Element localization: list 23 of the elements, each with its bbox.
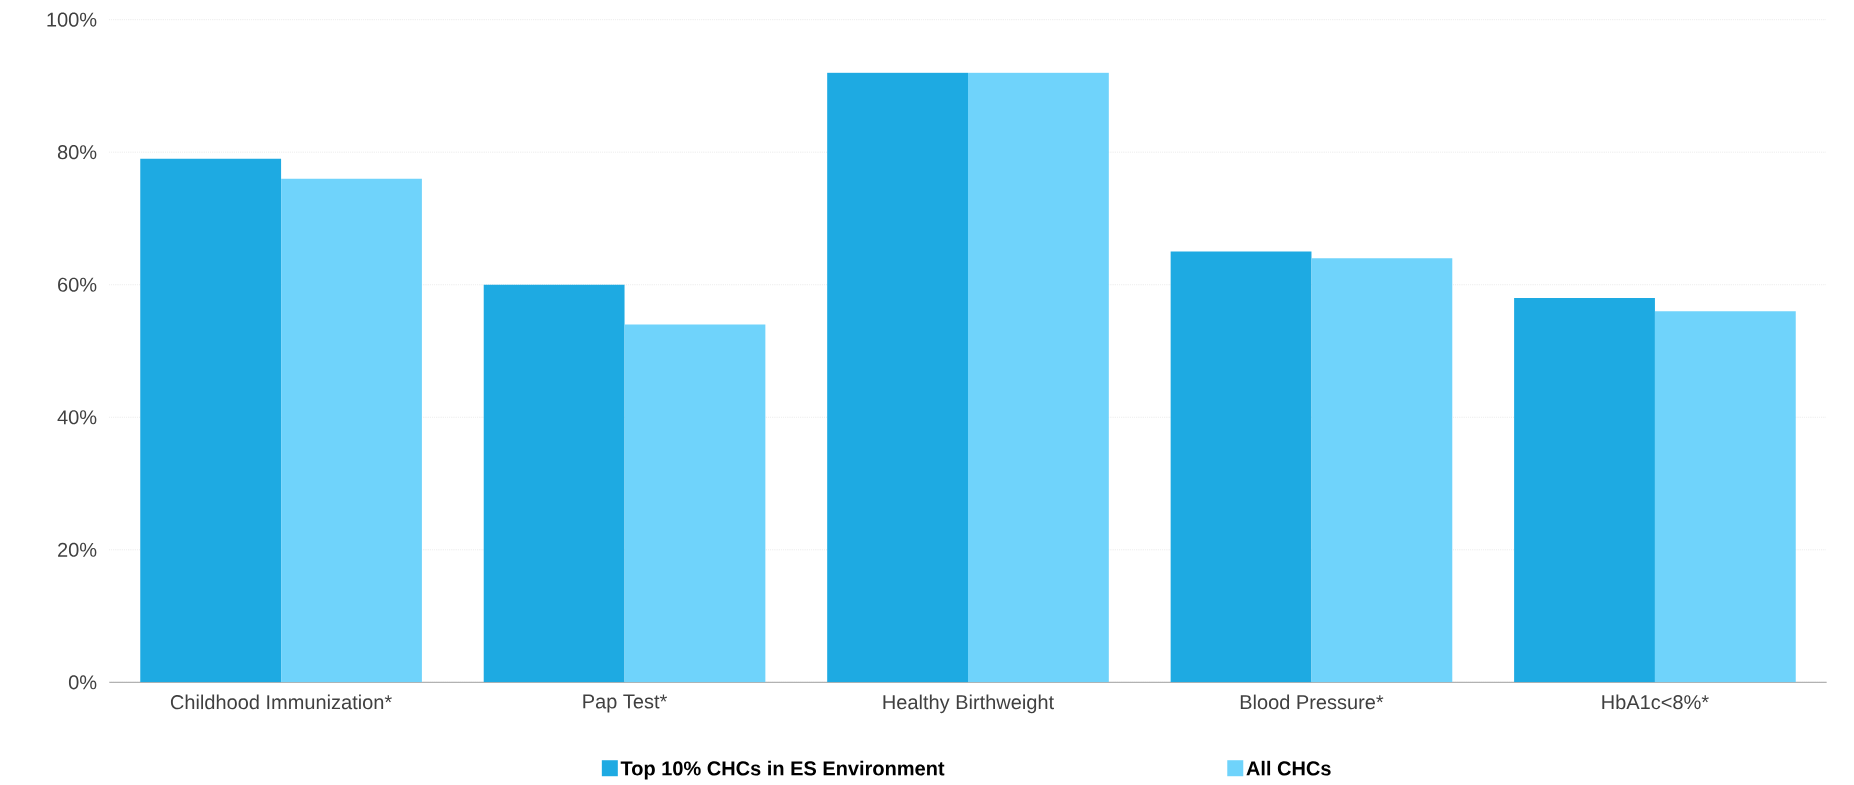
y-tick-label: 100% xyxy=(47,12,97,27)
y-tick-label: 0% xyxy=(68,675,97,690)
bar xyxy=(968,72,1109,683)
bar xyxy=(483,284,625,683)
bar xyxy=(827,72,968,683)
bar xyxy=(624,324,766,683)
x-tick-label: Childhood Immunization* xyxy=(170,694,392,710)
x-tick-label: Blood Pressure* xyxy=(1240,694,1384,710)
y-tick-label: 80% xyxy=(57,145,97,160)
y-tick-label: 40% xyxy=(57,410,97,425)
x-tick-label: Pap Test* xyxy=(583,694,668,713)
legend-label: All CHCs xyxy=(1246,760,1331,776)
bar xyxy=(1514,297,1655,683)
x-tick-label: Healthy Birthweight xyxy=(883,694,1054,714)
bar xyxy=(1654,311,1796,683)
x-tick-label: HbA1c<8%* xyxy=(1602,694,1709,710)
y-tick-label: 20% xyxy=(58,542,97,557)
bar xyxy=(281,178,422,683)
y-tick-label: 60% xyxy=(58,277,97,292)
bar xyxy=(1311,258,1453,683)
bar xyxy=(140,158,282,683)
legend-label: Top 10% CHCs in ES Environment xyxy=(620,760,945,780)
bar xyxy=(1170,251,1312,683)
